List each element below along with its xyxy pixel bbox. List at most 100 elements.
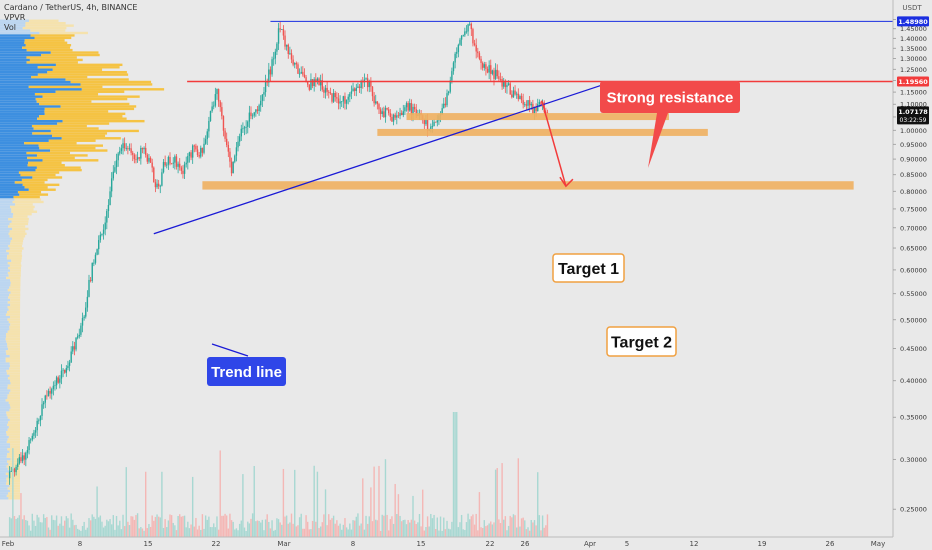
- candle-body: [88, 279, 90, 297]
- vpvr-bar-up: [0, 435, 9, 439]
- candle-body: [305, 77, 307, 82]
- candle-body: [373, 96, 375, 104]
- volume-bar: [235, 528, 238, 537]
- candle-body: [145, 147, 147, 155]
- candle-body: [460, 35, 463, 40]
- vpvr-bar-up: [0, 58, 30, 62]
- vpvr-bar-up: [0, 186, 25, 189]
- vpvr-bar-up: [0, 330, 8, 333]
- candle-body: [394, 114, 396, 118]
- vpvr-bar-down: [6, 413, 21, 417]
- volume-bar: [389, 519, 392, 537]
- vpvr-bar-down: [8, 274, 21, 277]
- vpvr-bar-down: [47, 70, 127, 74]
- volume-bar: [117, 525, 119, 537]
- volume-bar: [21, 519, 24, 537]
- vpvr-bar-up: [0, 112, 45, 116]
- volume-bar: [110, 524, 113, 537]
- vpvr-bar-up: [0, 401, 9, 404]
- candle-body: [409, 103, 411, 111]
- candle-body: [481, 62, 484, 68]
- volume-bar: [334, 523, 336, 537]
- candle-body: [371, 86, 374, 97]
- volume-bar: [507, 525, 510, 537]
- vpvr-bar-down: [28, 188, 56, 191]
- volume-bar: [206, 519, 208, 537]
- trend-line-label[interactable]: Trend line: [207, 357, 286, 386]
- volume-bar: [485, 526, 487, 537]
- candle-body: [473, 43, 476, 46]
- candle-body: [162, 162, 165, 173]
- vpvr-indicator-label[interactable]: VPVR: [4, 13, 26, 22]
- vpvr-bar-down: [7, 261, 21, 265]
- candle-body: [399, 113, 401, 116]
- vpvr-bar-down: [8, 232, 27, 236]
- volume-bar: [62, 525, 64, 537]
- candle-body: [190, 152, 192, 158]
- vpvr-bar-up: [0, 323, 11, 326]
- y-tick-label: 0.25000: [900, 506, 927, 514]
- vpvr-bar-down: [29, 58, 83, 62]
- volume-bar: [535, 525, 537, 537]
- vpvr-bar-down: [10, 323, 21, 326]
- volume-bar: [383, 515, 385, 537]
- candle-body: [276, 43, 278, 52]
- volume-indicator-label[interactable]: Vol: [4, 23, 16, 32]
- vpvr-bar-up: [0, 335, 7, 338]
- volume-bar: [284, 516, 286, 537]
- strong-resistance-callout-box: [600, 81, 740, 113]
- candle-body: [39, 415, 42, 421]
- volume-bar: [41, 522, 43, 537]
- target-1-label[interactable]: Target 1: [552, 253, 625, 283]
- vpvr-bar-up: [0, 308, 9, 311]
- volume-bar: [157, 516, 160, 537]
- vpvr-bar-up: [0, 232, 9, 236]
- candle-body: [350, 91, 353, 94]
- volume-bar: [201, 514, 204, 537]
- vpvr-bar-up: [0, 430, 7, 434]
- volume-bar: [203, 528, 205, 537]
- candle-body: [98, 240, 100, 250]
- vpvr-bar-up: [0, 303, 11, 307]
- target-2-label[interactable]: Target 2: [606, 326, 677, 357]
- volume-bar: [112, 515, 114, 537]
- volume-bar: [313, 465, 315, 537]
- candle-body: [475, 45, 477, 52]
- candle-body: [219, 101, 221, 108]
- strong-resistance-callout[interactable]: Strong resistance: [600, 81, 740, 113]
- volume-bar: [488, 523, 490, 537]
- projection-arrow: [541, 100, 567, 187]
- candle-body: [167, 157, 170, 165]
- vpvr-bar-down: [12, 227, 29, 231]
- candle-body: [370, 81, 372, 87]
- y-tick-label: 0.35000: [900, 414, 927, 422]
- volume-bar: [64, 520, 66, 537]
- vpvr-bar-down: [9, 408, 21, 412]
- vpvr-bar-down: [22, 26, 67, 30]
- candle-body: [23, 455, 25, 460]
- time-axis: Feb 8 15 22 Mar 8 15 22 26 Apr 5 12 19 26 May: [0, 536, 893, 548]
- volume-bar: [307, 521, 309, 537]
- candle-body: [316, 78, 319, 82]
- volume-bar: [363, 529, 366, 537]
- candle-body: [72, 346, 74, 352]
- candle-body: [159, 185, 161, 187]
- volume-bar: [496, 468, 498, 537]
- volume-bar: [326, 525, 328, 537]
- candle-body: [425, 119, 427, 125]
- vpvr-bar-down: [9, 269, 21, 272]
- candle-body: [530, 103, 532, 106]
- vpvr-bar-down: [9, 222, 29, 226]
- volume-bar: [107, 521, 110, 537]
- vpvr-bar-up: [0, 266, 9, 270]
- x-tick-label: 15: [417, 540, 426, 548]
- vpvr-bar-up: [0, 149, 51, 152]
- vpvr-bar-down: [8, 401, 21, 404]
- volume-bar: [457, 527, 460, 537]
- volume-bar: [258, 520, 260, 537]
- vpvr-bar-up: [0, 470, 11, 473]
- price-label-text-3: 1.07178: [898, 108, 928, 116]
- volume-bar: [237, 530, 239, 537]
